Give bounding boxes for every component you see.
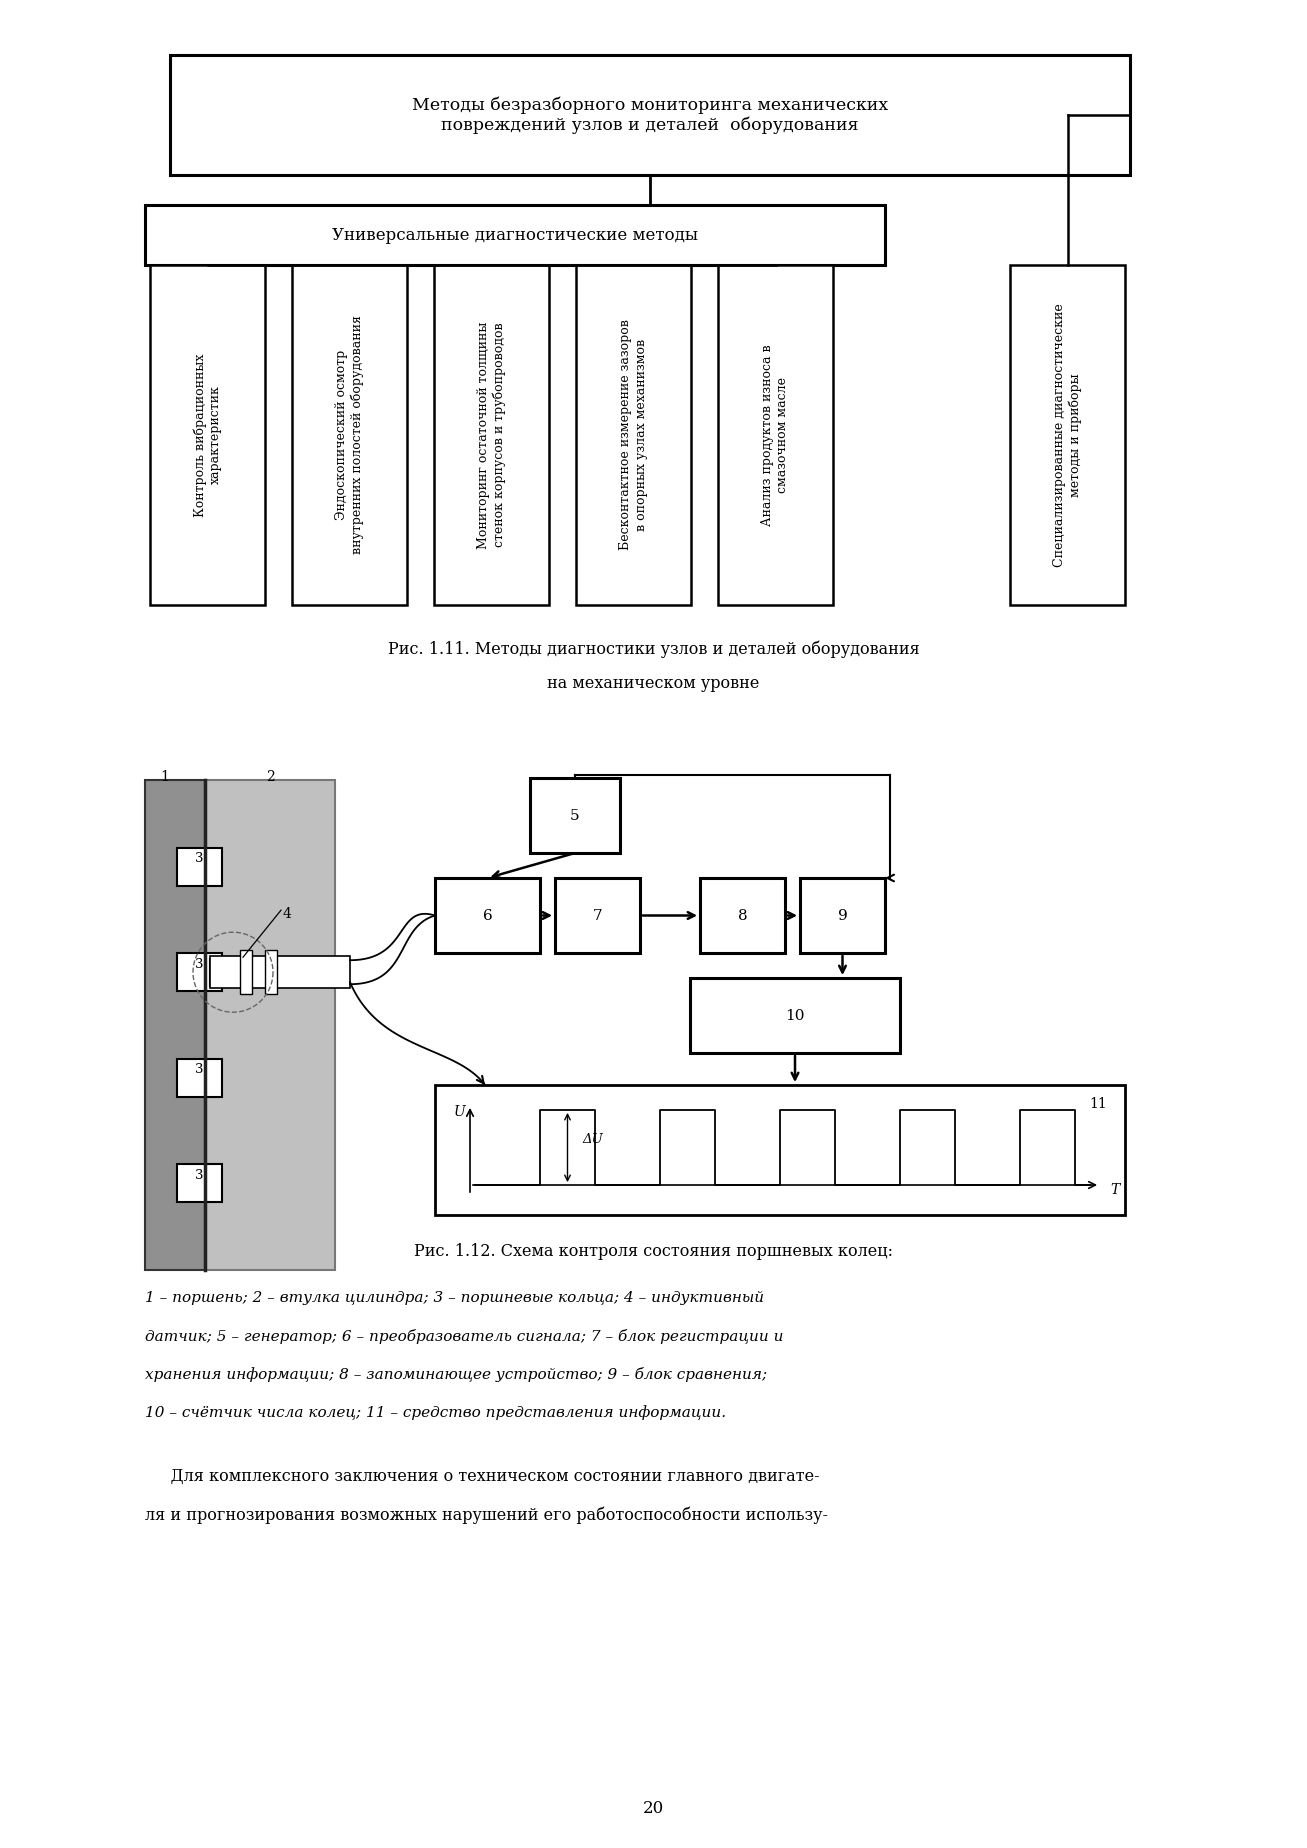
Bar [576, 264, 691, 604]
Text: 3: 3 [195, 1170, 204, 1183]
Bar [435, 1085, 1125, 1214]
Bar [176, 1059, 222, 1098]
Text: Мониторинг остаточной толщины
стенок корпусов и трубопроводов: Мониторинг остаточной толщины стенок кор… [477, 322, 506, 549]
Text: U: U [454, 1105, 465, 1120]
Text: 10: 10 [786, 1009, 805, 1022]
Bar [291, 264, 406, 604]
Text: 3: 3 [195, 957, 204, 970]
Bar [701, 878, 786, 954]
Text: 20: 20 [643, 1800, 664, 1817]
Text: Анализ продуктов износа в
смазочном масле: Анализ продуктов износа в смазочном масл… [762, 344, 789, 527]
Text: 9: 9 [838, 909, 847, 922]
Text: Универсальные диагностические методы: Универсальные диагностические методы [332, 227, 698, 244]
Bar [176, 848, 222, 885]
Text: датчик; 5 – генератор; 6 – преобразователь сигнала; 7 – блок регистрации и: датчик; 5 – генератор; 6 – преобразовате… [145, 1329, 783, 1343]
Bar [209, 959, 247, 987]
Text: 5: 5 [570, 809, 580, 822]
Bar [555, 878, 640, 954]
Bar [145, 205, 885, 264]
Bar [1010, 264, 1125, 604]
Text: Контроль вибрационных
характеристик: Контроль вибрационных характеристик [193, 353, 222, 517]
Text: Специализированные диагностические
методы и приборы: Специализированные диагностические метод… [1053, 303, 1082, 567]
Bar [435, 878, 540, 954]
Text: 10 – счётчик числа колец; 11 – средство представления информации.: 10 – счётчик числа колец; 11 – средство … [145, 1404, 727, 1419]
Text: 8: 8 [737, 909, 748, 922]
Text: 3: 3 [195, 852, 204, 865]
Bar [205, 780, 335, 1270]
Text: Методы безразборного мониторинга механических
повреждений узлов и деталей  обору: Методы безразборного мониторинга механич… [412, 96, 887, 133]
Bar [176, 954, 222, 991]
Bar [718, 264, 833, 604]
Text: 11: 11 [1089, 1098, 1107, 1111]
Text: Рис. 1.11. Методы диагностики узлов и деталей оборудования: Рис. 1.11. Методы диагностики узлов и де… [388, 639, 919, 658]
Text: хранения информации; 8 – запоминающее устройство; 9 – блок сравнения;: хранения информации; 8 – запоминающее ус… [145, 1368, 767, 1382]
Text: 4: 4 [284, 907, 291, 920]
Text: Бесконтактное измерение зазоров
в опорных узлах механизмов: Бесконтактное измерение зазоров в опорны… [620, 320, 647, 551]
Bar [170, 55, 1131, 176]
Bar [531, 778, 620, 854]
Bar [150, 264, 265, 604]
Bar [176, 1164, 222, 1203]
Text: 1: 1 [161, 771, 170, 784]
Text: 3: 3 [195, 1063, 204, 1076]
Bar [265, 950, 277, 994]
Text: Для комплексного заключения о техническом состоянии главного двигате-: Для комплексного заключения о техническо… [145, 1467, 819, 1486]
Bar [690, 978, 901, 1053]
Text: Рис. 1.12. Схема контроля состояния поршневых колец:: Рис. 1.12. Схема контроля состояния порш… [414, 1244, 893, 1260]
Text: на механическом уровне: на механическом уровне [548, 675, 759, 691]
Text: T: T [1110, 1183, 1119, 1198]
Text: 1 – поршень; 2 – втулка цилиндра; 3 – поршневые кольца; 4 – индуктивный: 1 – поршень; 2 – втулка цилиндра; 3 – по… [145, 1292, 765, 1305]
Bar [240, 950, 252, 994]
Text: 6: 6 [482, 909, 493, 922]
Bar [210, 955, 350, 989]
Text: ΔU: ΔU [583, 1133, 604, 1146]
Text: 2: 2 [265, 771, 274, 784]
Bar [145, 780, 205, 1270]
Text: 7: 7 [592, 909, 603, 922]
Bar [800, 878, 885, 954]
Text: Эндоскопический осмотр
внутренних полостей оборудования: Эндоскопический осмотр внутренних полост… [335, 316, 363, 554]
Bar [434, 264, 549, 604]
Text: ля и прогнозирования возможных нарушений его работоспособности использу-: ля и прогнозирования возможных нарушений… [145, 1506, 829, 1523]
